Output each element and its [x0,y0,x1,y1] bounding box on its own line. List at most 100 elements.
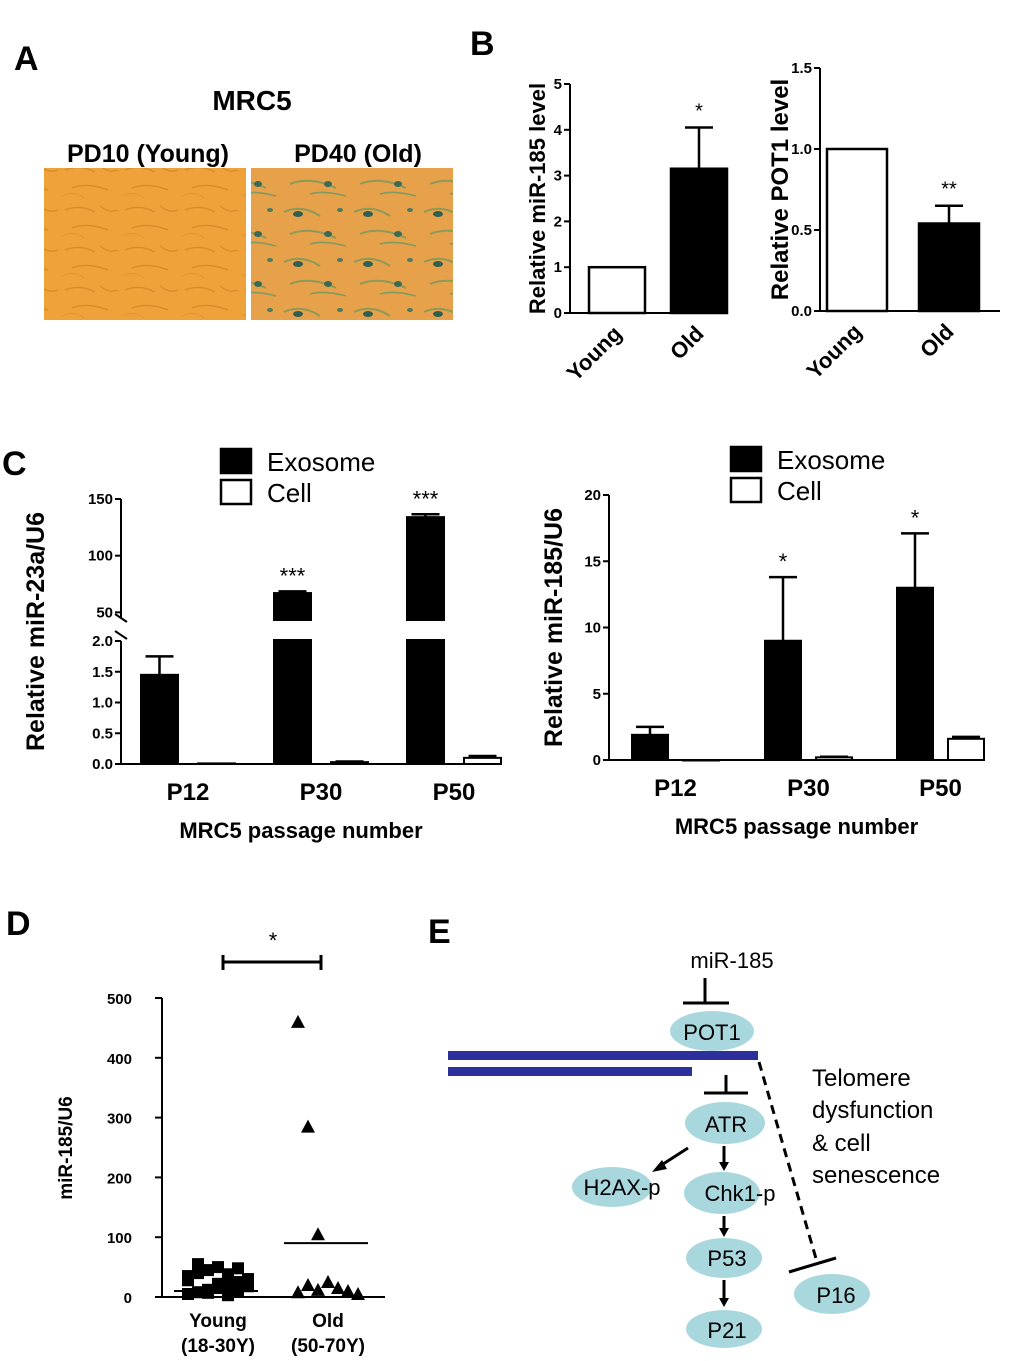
C2-ytick-label: 10 [584,620,601,637]
B1-xtick-label: Old [665,321,709,365]
C2-xtick-label: P12 [654,775,697,802]
d-xtick-sublabel-young: (18-30Y) [181,1336,255,1357]
B2-ytick-label: 1.0 [791,141,812,158]
node-pot1: POT1 [683,1020,740,1045]
panel-d: D 0 100 200 300 400 500 miR-185/U6 Young (18-30Y… [6,905,385,1357]
B1-significance: * [695,101,703,123]
d-significance: * [269,928,278,953]
panel-d-label: D [6,905,31,943]
panel-a-image-label-old: PD40 (Old) [294,140,422,168]
C1-axis-break-mark [114,630,128,640]
C1-bar-exosome-p50 [406,516,445,766]
node-pot1-shape [670,1011,754,1051]
chart-c-mir23a: 0.0 0.5 1.0 1.5 2.0 50 100 150 P12 *** P30 *** P50 MR… [22,447,502,843]
C1-ytick-label: 150 [88,491,113,508]
C2-ytick-label: 5 [593,686,601,703]
C1-xtick-label: P50 [433,779,476,806]
B1-bar-old [669,167,729,315]
panel-c-label: C [2,445,27,483]
d-point-young [212,1261,224,1274]
d-point-old [311,1227,325,1241]
C1-bar-exosome-p30 [273,592,312,765]
d-xtick-sublabel-old: (50-70Y) [291,1336,365,1357]
arrow-atr-chk1-head [719,1162,729,1171]
node-p53: P53 [707,1246,746,1271]
C2-significance: * [779,549,788,574]
pathway-arrows [652,1146,729,1307]
B1-ytick-label: 2 [554,213,562,230]
node-h2ax-shape [572,1167,652,1207]
d-ytick-label: 200 [107,1170,132,1187]
C1-bar-cell-p12 [197,762,236,766]
panel-a-title: MRC5 [212,85,291,116]
telomere-strand-top [448,1051,758,1060]
d-point-old [351,1287,365,1301]
C2-legend-label-exosome: Exosome [777,445,885,475]
C1-ylabel: Relative miR-23a/U6 [22,512,50,751]
d-point-old [291,1285,305,1299]
panel-b-label: B [470,25,495,63]
side-text-line-4: senescence [812,1162,940,1189]
B1-bar-young [587,265,647,315]
C1-significance: *** [280,563,306,588]
d-xtick-label-old: Old [312,1311,344,1332]
panel-c: C 0.00.51.01.52.050100150P12***P30***P50… [2,445,985,843]
C1-ytick-label: 100 [88,548,113,565]
C2-bar-cell-p50 [947,737,985,761]
d-point-old [331,1281,345,1295]
d-point-young [202,1264,214,1277]
d-point-young [192,1258,204,1271]
C1-xlabel: MRC5 passage number [179,818,423,843]
C2-bar-exosome-p12 [631,733,669,762]
d-point-young [222,1289,234,1302]
C2-ytick-label: 20 [584,487,601,504]
telomere-strand-bottom [448,1067,692,1076]
panel-a: A MRC5 PD10 (Young) PD40 (Old) [14,40,453,320]
micrograph-old [251,168,453,320]
B1-ylabel: Relative miR-185 level [525,83,550,314]
d-ytick-label: 400 [107,1051,132,1068]
d-point-old [301,1119,315,1133]
d-ytick-label: 500 [107,991,132,1008]
d-point-old [321,1275,335,1289]
C1-ytick-label: 0.5 [92,725,113,742]
panel-e-label: E [428,913,451,951]
B2-ytick-label: 1.5 [791,60,812,77]
B2-ylabel: Relative POT1 level [767,79,794,300]
C1-xtick-label: P12 [167,779,210,806]
panel-e: E miR-185 POT1 ATR H2AX-p Chk1-p P53 P21… [428,913,940,1348]
C1-bar-break-gap [272,621,313,639]
d-point-young [212,1277,224,1290]
d-point-young [242,1280,254,1293]
C1-bar-exosome-p12 [140,673,179,766]
node-chk1: Chk1-p [705,1181,776,1206]
node-p21: P21 [707,1318,746,1343]
C1-significance: *** [413,486,439,511]
C2-ylabel: Relative miR-185/U6 [540,508,568,747]
d-point-old [301,1278,315,1292]
chart-d-scatter: 0 100 200 300 400 500 miR-185/U6 Young (18-30Y) O… [56,928,385,1357]
B1-ytick-label: 5 [554,76,562,93]
side-text-line-1: Telomere [812,1065,911,1092]
d-ytick-label: 100 [107,1230,132,1247]
C2-legend-label-cell: Cell [777,476,822,506]
C1-ytick-label: 1.0 [92,695,113,712]
chart-b-mir185: 0 1 2 3 4 5 Young * Old Relative miR-185 level [525,76,729,386]
arrow-atr-h2ax-head [652,1160,667,1172]
arrow-p53-p21-head [719,1298,729,1307]
B2-significance: ** [941,179,957,201]
side-text-line-3: & cell [812,1130,871,1157]
C1-bar-cell-p50 [463,756,502,765]
node-chk1-shape [684,1172,760,1214]
C1-axis-break-mark [114,613,128,623]
C1-bar-break-gap [405,621,446,639]
C2-xlabel: MRC5 passage number [675,814,919,839]
node-h2ax: H2AX-p [583,1175,660,1200]
C1-legend-label-cell: Cell [267,478,312,508]
d-point-young [192,1286,204,1299]
panel-a-label: A [14,40,39,78]
d-point-young [202,1286,214,1299]
node-mir185: miR-185 [690,948,773,973]
d-ytick-label: 0 [124,1290,132,1307]
